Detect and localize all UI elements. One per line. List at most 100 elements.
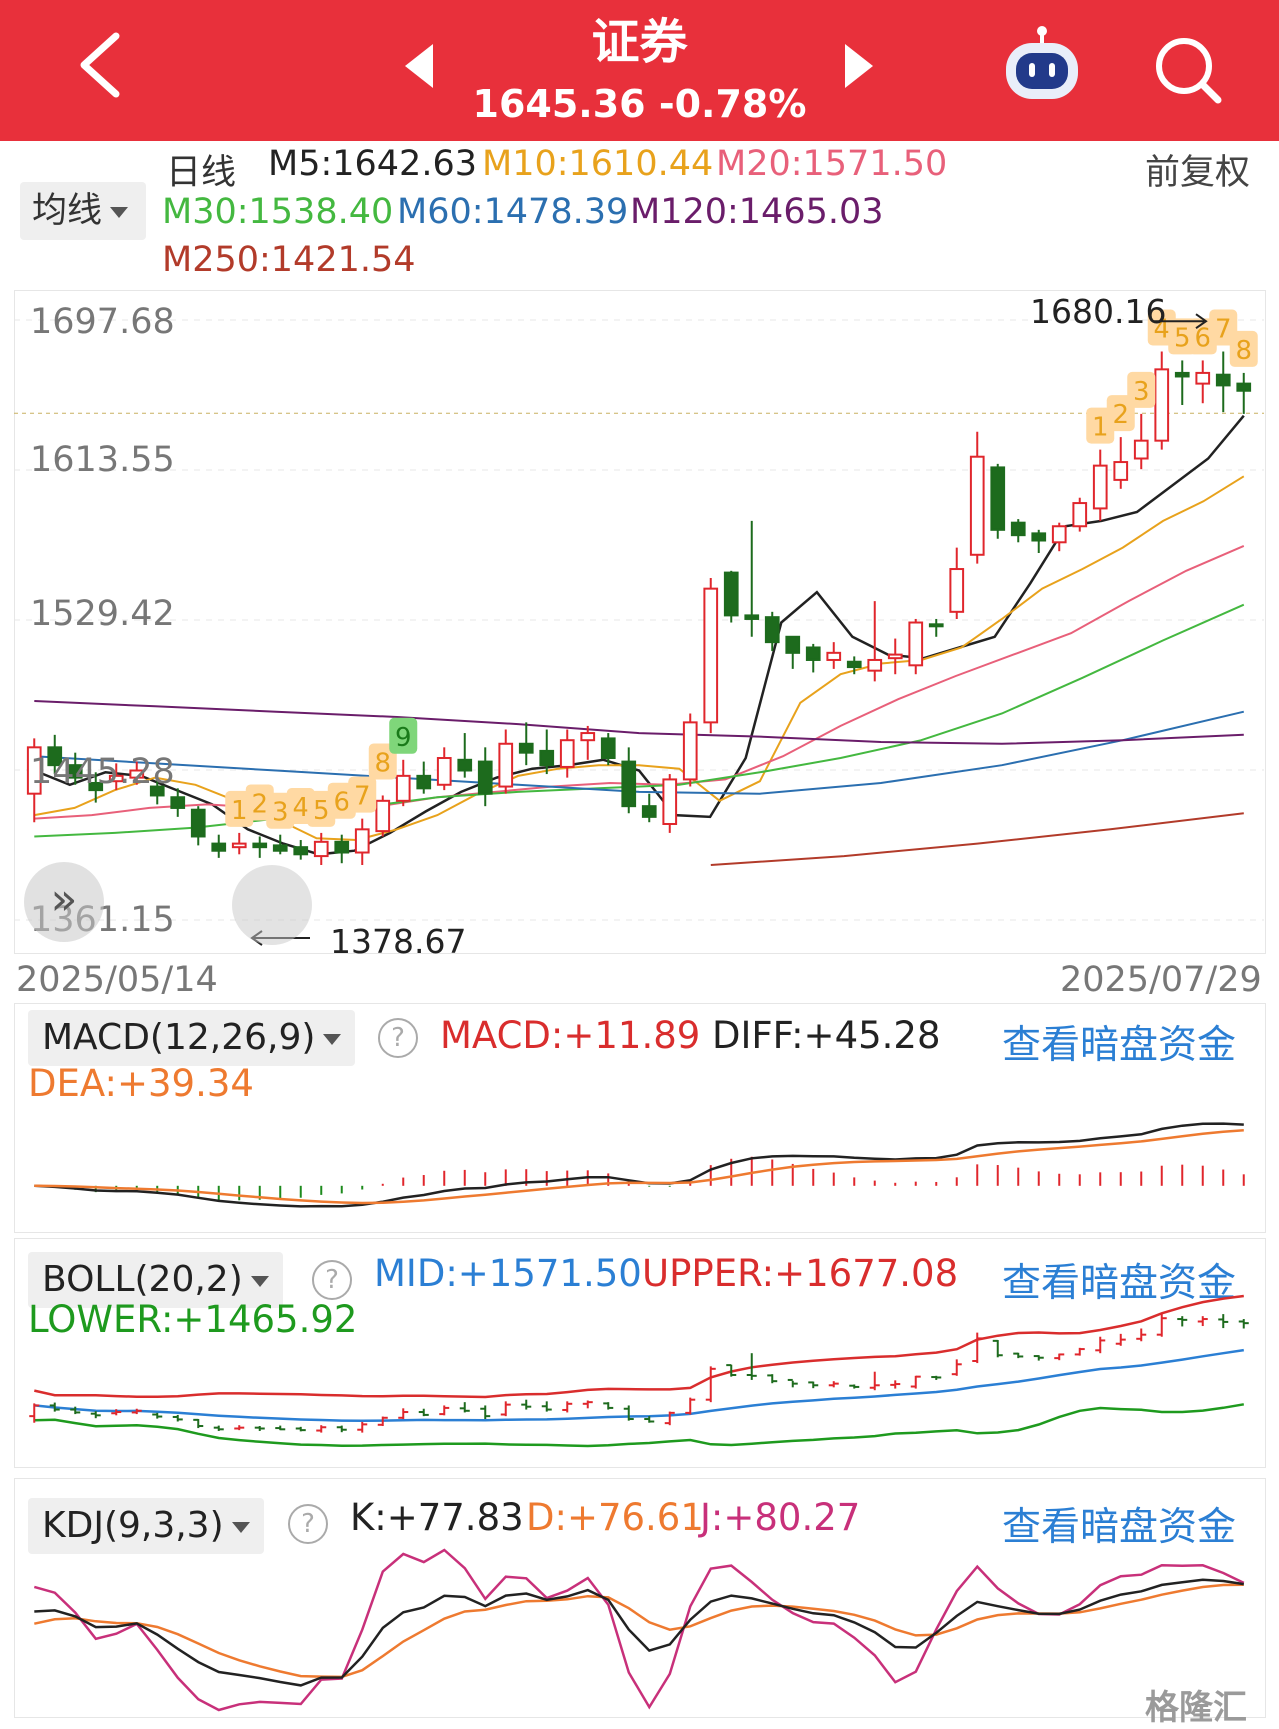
candle-down [334, 840, 350, 854]
candle-down [785, 635, 801, 654]
expand-chart-icon[interactable]: » [24, 862, 104, 942]
candle-down [67, 764, 83, 779]
ma60-label: M60:1478.39 [397, 192, 629, 232]
candle-up [1072, 502, 1088, 528]
candle-up [354, 828, 370, 854]
candle-up [949, 568, 965, 613]
candle-down [539, 749, 555, 767]
candle-up [908, 621, 924, 667]
boll-chart [29, 1294, 1249, 1448]
view-dark-pool-link[interactable]: 查看暗盘资金 [1002, 1261, 1237, 1306]
candle-down [641, 805, 657, 818]
candle-up [1154, 368, 1170, 442]
candle-up [559, 739, 575, 768]
candle-down [190, 808, 206, 838]
td-sequence-number: 5 [1174, 323, 1191, 353]
y-tick-1: 1697.68 [30, 302, 175, 342]
td-sequence-badge [348, 776, 377, 813]
candle-up [682, 721, 698, 781]
dea-value: DEA:+39.34 [28, 1062, 254, 1105]
candle-up [1092, 464, 1108, 510]
td-sequence-number: 2 [1112, 400, 1129, 430]
ma-selector[interactable]: 均线 [20, 182, 146, 240]
td-sequence-badge [389, 717, 418, 754]
candle-up [1051, 525, 1067, 544]
chevron-down-icon [231, 1521, 250, 1533]
candle-up [580, 732, 596, 742]
ma120-label: M120:1465.03 [630, 192, 884, 232]
next-stock-icon[interactable] [845, 44, 873, 88]
candle-down [47, 746, 63, 767]
chevron-down-icon [110, 206, 129, 218]
candle-down [1236, 382, 1252, 392]
macd-selector[interactable]: MACD(12,26,9) [28, 1010, 356, 1066]
candle-up [969, 455, 985, 556]
candle-down [477, 760, 493, 795]
td-sequence-number: 2 [251, 789, 268, 819]
candle-down [621, 760, 637, 808]
td-sequence-number: 5 [313, 796, 330, 826]
y-tick-2: 1613.55 [30, 440, 175, 480]
candle-down [252, 842, 268, 849]
ma-selector-label: 均线 [32, 191, 103, 231]
current-price: 1645.36 [472, 82, 646, 126]
td-sequence-number: 6 [333, 788, 350, 818]
candle-up [395, 774, 411, 802]
candle-down [990, 466, 1006, 531]
candle-down [1031, 532, 1047, 542]
dea-line [34, 1129, 1244, 1205]
view-dark-pool-link[interactable]: 查看暗盘资金 [1002, 1505, 1237, 1550]
y-tick-3: 1529.42 [30, 594, 175, 634]
kdj-selector[interactable]: KDJ(9,3,3) [28, 1498, 264, 1554]
prev-stock-icon[interactable] [405, 44, 433, 88]
kdj-panel [14, 1478, 1266, 1718]
candle-up [375, 799, 391, 833]
td-sequence-badge [1127, 371, 1156, 408]
robot-assistant-icon[interactable] [1000, 25, 1084, 105]
ma5-label: M5:1642.63 [268, 144, 477, 184]
price-change: 1645.36 -0.78% [0, 82, 1279, 126]
td-sequence-number: 1 [231, 796, 248, 826]
macd-help-icon[interactable]: ? [378, 1018, 418, 1058]
td-sequence-number: 3 [1133, 377, 1150, 407]
td-sequence-number: 7 [354, 782, 371, 812]
candle-down [149, 785, 165, 797]
view-dark-pool-link[interactable]: 查看暗盘资金 [1002, 1023, 1237, 1068]
ma-line-m60 [34, 710, 1245, 795]
y-tick-4: 1445.28 [30, 752, 175, 792]
candle-down [457, 758, 473, 772]
range-select-icon[interactable] [232, 865, 312, 945]
candle-up [826, 651, 842, 661]
candle-down [1174, 371, 1190, 378]
boll-selector[interactable]: BOLL(20,2) [28, 1252, 283, 1308]
candle-down [272, 844, 288, 852]
search-icon[interactable] [1150, 30, 1230, 110]
candle-down [1215, 373, 1231, 387]
candle-up [129, 769, 145, 779]
boll-lower-line [34, 1403, 1245, 1448]
boll-help-icon[interactable]: ? [312, 1260, 352, 1300]
adjust-selector[interactable]: 前复权 [1145, 153, 1251, 193]
boll-mid-value: MID:+1571.50 [374, 1252, 642, 1295]
candle-down [928, 623, 944, 628]
kdj-d-line [34, 1583, 1244, 1679]
period-label: 日线 [166, 153, 237, 193]
back-arrow-icon[interactable] [70, 30, 130, 100]
kdj-k-value: K:+77.83 [350, 1496, 524, 1539]
candle-up [867, 658, 883, 672]
kdj-help-icon[interactable]: ? [288, 1504, 328, 1544]
boll-panel [14, 1238, 1266, 1468]
candle-down [600, 737, 616, 760]
start-date: 2025/05/14 [16, 960, 218, 1000]
kdj-j-line [33, 1548, 1245, 1712]
kline-chart-frame[interactable] [14, 290, 1266, 954]
candle-down [211, 842, 227, 852]
candle-up [703, 587, 719, 724]
candle-up [1195, 371, 1211, 385]
candle-down [723, 571, 739, 617]
td-sequence-number: 8 [1235, 336, 1252, 366]
candle-up [498, 742, 514, 788]
macd-chart [34, 1122, 1245, 1208]
macd-panel [14, 1003, 1266, 1233]
